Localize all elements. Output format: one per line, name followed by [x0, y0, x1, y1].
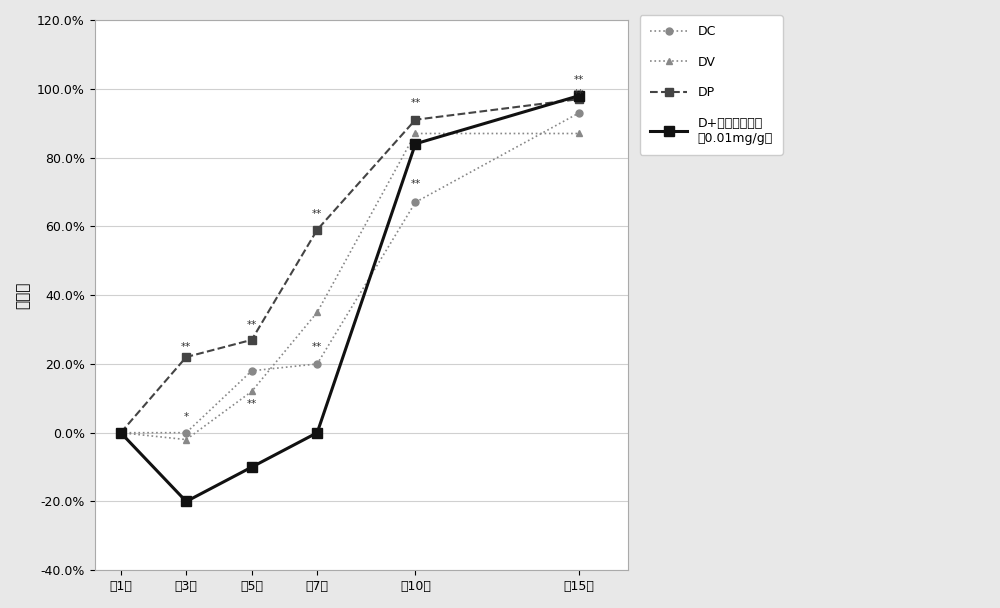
D+去甲猪毛菜碱（0.01mg/g） — [246, 463, 258, 471]
Text: **: ** — [247, 399, 257, 409]
DP — [180, 353, 192, 361]
Y-axis label: 复原率: 复原率 — [15, 282, 30, 309]
DC — [115, 429, 127, 437]
Line: DV: DV — [117, 130, 583, 443]
DC — [180, 429, 192, 437]
Line: DC: DC — [117, 109, 583, 436]
DV — [246, 388, 258, 395]
Text: **: ** — [410, 98, 421, 108]
D+去甲猪毛菜碱（0.01mg/g） — [409, 140, 421, 148]
Text: **: ** — [574, 89, 584, 99]
DC — [573, 109, 585, 117]
DP — [246, 336, 258, 344]
Text: **: ** — [410, 179, 421, 188]
Legend: DC, DV, DP, D+去甲猪毛菜碱
（0.01mg/g）: DC, DV, DP, D+去甲猪毛菜碱 （0.01mg/g） — [640, 15, 783, 155]
DP — [573, 95, 585, 103]
D+去甲猪毛菜碱（0.01mg/g） — [573, 92, 585, 99]
DV — [573, 130, 585, 137]
Text: *: * — [184, 412, 189, 423]
D+去甲猪毛菜碱（0.01mg/g） — [180, 498, 192, 505]
DC — [311, 361, 323, 368]
Text: **: ** — [574, 75, 584, 85]
DV — [180, 436, 192, 443]
Text: **: ** — [312, 342, 322, 352]
DV — [311, 309, 323, 316]
DV — [409, 130, 421, 137]
DP — [311, 226, 323, 233]
DP — [409, 116, 421, 123]
DC — [246, 367, 258, 375]
Text: **: ** — [247, 320, 257, 330]
DP — [115, 429, 127, 437]
Text: **: ** — [181, 342, 191, 352]
D+去甲猪毛菜碱（0.01mg/g） — [311, 429, 323, 437]
DV — [115, 429, 127, 437]
Text: **: ** — [312, 210, 322, 219]
Line: D+去甲猪毛菜碱（0.01mg/g）: D+去甲猪毛菜碱（0.01mg/g） — [116, 91, 584, 506]
DC — [409, 199, 421, 206]
D+去甲猪毛菜碱（0.01mg/g） — [115, 429, 127, 437]
Line: DP: DP — [117, 95, 583, 437]
